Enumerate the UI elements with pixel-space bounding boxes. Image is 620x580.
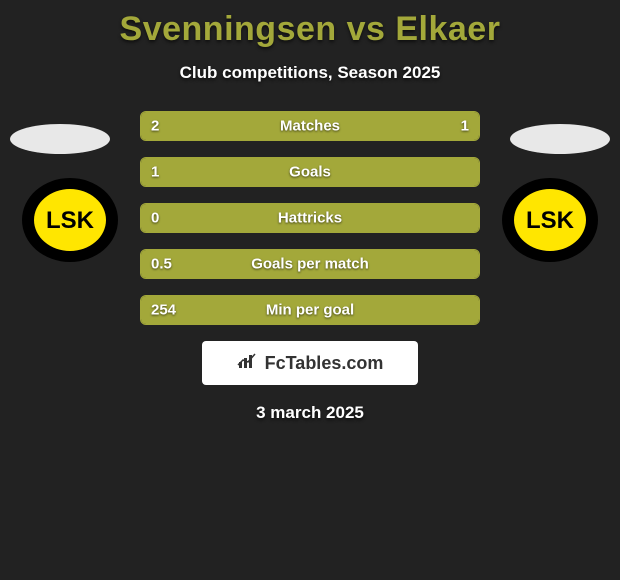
stat-label: Min per goal [266, 302, 354, 319]
page-title: Svenningsen vs Elkaer [0, 0, 620, 49]
svg-text:LSK: LSK [526, 207, 575, 234]
stat-left-value: 254 [151, 302, 176, 319]
brand-attribution[interactable]: FcTables.com [202, 341, 418, 385]
stat-row: 0 Hattricks [140, 203, 480, 233]
stat-left-value: 1 [151, 164, 159, 181]
stats-comparison: 2 Matches 1 1 Goals 0 Hattricks 0.5 Goal… [140, 111, 480, 325]
stat-label: Goals per match [251, 256, 369, 273]
subtitle: Club competitions, Season 2025 [0, 63, 620, 83]
stat-row: 254 Min per goal [140, 295, 480, 325]
stat-label: Matches [280, 118, 340, 135]
stat-left-value: 0 [151, 210, 159, 227]
player-photo-placeholder-right [510, 124, 610, 154]
stat-row: 2 Matches 1 [140, 111, 480, 141]
stat-label: Hattricks [278, 210, 342, 227]
stat-label: Goals [289, 164, 331, 181]
date-label: 3 march 2025 [0, 403, 620, 423]
svg-text:LSK: LSK [46, 207, 95, 234]
stat-row: 1 Goals [140, 157, 480, 187]
bar-chart-icon [237, 352, 259, 375]
stat-right-value: 1 [461, 118, 469, 135]
team-badge-right: LSK [500, 176, 600, 264]
brand-text: FcTables.com [265, 353, 384, 374]
team-badge-left: LSK [20, 176, 120, 264]
stat-left-value: 0.5 [151, 256, 172, 273]
stat-row: 0.5 Goals per match [140, 249, 480, 279]
stat-left-value: 2 [151, 118, 159, 135]
player-photo-placeholder-left [10, 124, 110, 154]
